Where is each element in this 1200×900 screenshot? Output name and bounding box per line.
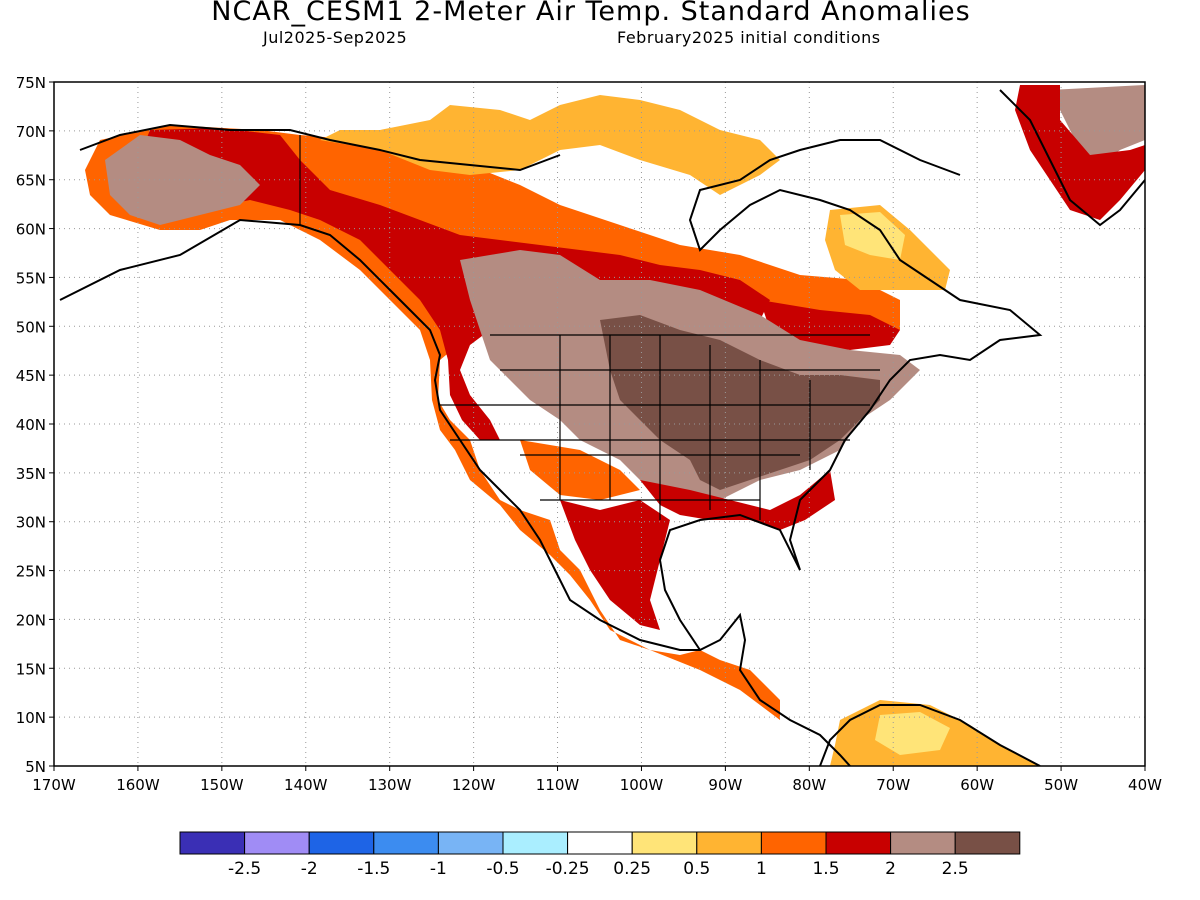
legend-label: 2.5: [942, 859, 969, 879]
legend-swatch: [502, 831, 569, 855]
map-title: NCAR_CESM1 2-Meter Air Temp. Standard An…: [211, 0, 971, 27]
state-borders: [299, 135, 880, 520]
legend-swatch: [179, 831, 246, 855]
legend-swatch: [437, 831, 504, 855]
longitude-labels: 170W 160W 150W 140W 130W 120W 110W 100W 90W 80W 70…: [32, 766, 1162, 794]
lat-label: 45N: [16, 367, 46, 385]
anomaly-field-yellow-arctic: [320, 95, 780, 195]
lat-label: 50N: [16, 318, 46, 336]
color-legend: -2.5 -2 -1.5 -1 -0.5 -0.25 0.25 0.5 1 1.5 2 2.5: [179, 831, 1021, 879]
legend-swatch: [954, 831, 1021, 855]
valid-period: Jul2025-Sep2025: [263, 28, 408, 47]
legend-label: 0.25: [613, 859, 651, 879]
coastlines: [59, 89, 1145, 766]
lon-label: 140W: [284, 776, 328, 794]
initial-conditions: February2025 initial conditions: [617, 28, 881, 47]
lat-label: 75N: [16, 74, 46, 92]
lat-label: 60N: [16, 221, 46, 239]
legend-label: -1: [430, 859, 447, 879]
lat-label: 25N: [16, 563, 46, 581]
coastline-gulf-east: [658, 139, 1043, 651]
coastline-north-america: [59, 218, 851, 766]
anomaly-field-red-southeast: [640, 470, 835, 530]
lat-label: 40N: [16, 416, 46, 434]
latitude-labels: 75N 70N 65N 60N 55N 50N 45N 40N 35N 30N 25N 20N 15N 1…: [16, 74, 54, 776]
lon-label: 80W: [792, 776, 826, 794]
legend-label: -0.25: [546, 859, 590, 879]
lon-label: 50W: [1044, 776, 1078, 794]
lat-label: 30N: [16, 514, 46, 532]
legend-label: -2.5: [228, 859, 261, 879]
legend-label: -2: [301, 859, 318, 879]
legend-label: 0.5: [683, 859, 710, 879]
anomaly-field-red-mexico: [560, 500, 670, 630]
legend-swatch: [308, 831, 375, 855]
lon-label: 90W: [708, 776, 742, 794]
anomaly-field-lightbrown-greenland: [1050, 85, 1145, 165]
lon-label: 100W: [620, 776, 664, 794]
lat-label: 35N: [16, 465, 46, 483]
lat-label: 5N: [25, 758, 46, 776]
anomaly-field-lightyellow-south-america: [875, 712, 950, 755]
legend-swatch: [373, 831, 439, 855]
coastline-south-america: [819, 704, 1041, 766]
lon-label: 70W: [876, 776, 910, 794]
lon-label: 120W: [452, 776, 496, 794]
legend-swatch: [631, 831, 698, 855]
lat-label: 15N: [16, 660, 46, 678]
lon-label: 110W: [536, 776, 580, 794]
coastline-greenland: [999, 89, 1145, 227]
lat-label: 70N: [16, 123, 46, 141]
coastline-arctic: [79, 123, 561, 172]
legend-swatch: [890, 831, 956, 855]
lon-label: 60W: [960, 776, 994, 794]
legend-label: 1: [756, 859, 767, 879]
lon-label: 150W: [200, 776, 244, 794]
anomaly-fields: [85, 85, 1145, 766]
lon-label: 40W: [1128, 776, 1162, 794]
anomaly-field-red-west: [130, 128, 770, 440]
lat-label: 55N: [16, 269, 46, 287]
lat-label: 10N: [16, 709, 46, 727]
anomaly-field-red-greenland: [1015, 85, 1145, 220]
lon-label: 170W: [32, 776, 76, 794]
legend-swatch: [760, 831, 827, 855]
lon-label: 130W: [368, 776, 412, 794]
legend-swatch: [244, 831, 310, 855]
legend-swatch: [825, 831, 892, 855]
anomaly-field-lightyellow-labrador: [840, 212, 905, 260]
anomaly-field-lightbrown-alaska: [105, 135, 260, 225]
legend-label: -1.5: [357, 859, 390, 879]
legend-label: 2: [885, 859, 896, 879]
legend-label: 1.5: [812, 859, 839, 879]
legend-label: -0.5: [486, 859, 519, 879]
lon-label: 160W: [116, 776, 160, 794]
lat-label: 65N: [16, 172, 46, 190]
lat-label: 20N: [16, 611, 46, 629]
legend-swatch: [567, 831, 633, 855]
graticule: [54, 82, 1145, 766]
legend-swatch: [696, 831, 762, 855]
